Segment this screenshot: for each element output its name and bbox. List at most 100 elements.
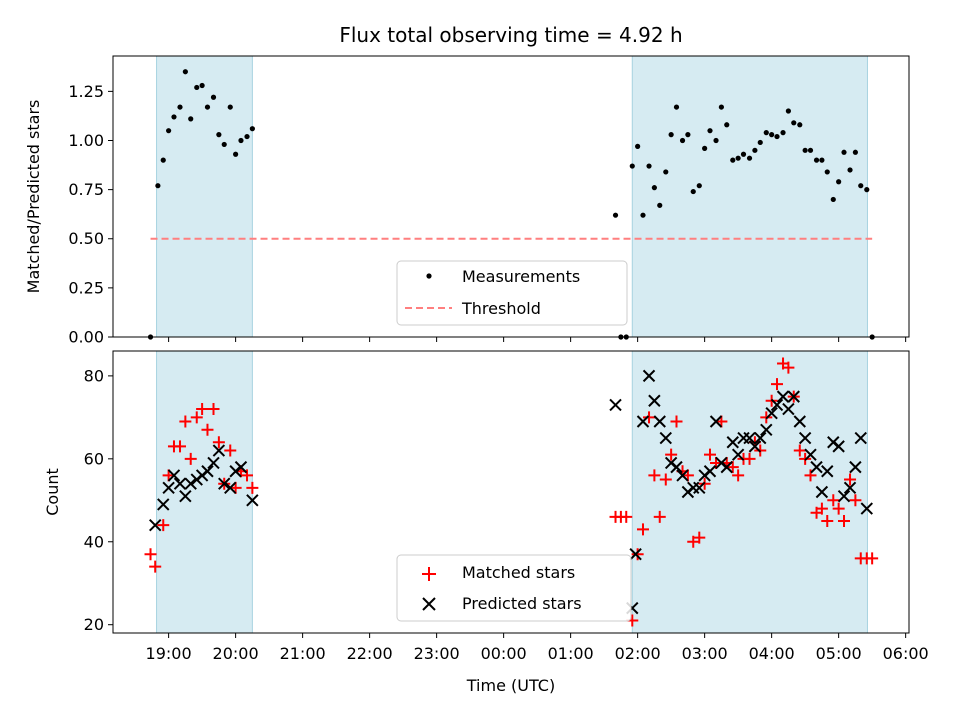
top-ytick-label: 1.00 <box>68 131 104 150</box>
measurement-point <box>724 122 730 128</box>
predicted-star-point <box>653 415 666 428</box>
matched-star-point <box>782 361 795 374</box>
predicted-star-point <box>184 477 197 490</box>
predicted-star-point <box>798 431 812 445</box>
measurement-point <box>244 133 250 140</box>
predicted-star-point <box>207 456 220 470</box>
measurement-point <box>830 196 836 203</box>
top-ytick-label: 0.75 <box>68 180 104 199</box>
predicted-star-point <box>787 390 800 403</box>
matched-star-point <box>620 510 633 523</box>
matched-star-point <box>726 461 739 474</box>
predicted-star-point <box>843 481 857 495</box>
matched-star-point <box>144 548 157 561</box>
bottom-legend: Matched stars Predicted stars <box>396 554 632 622</box>
legend-measurements-marker <box>426 273 432 279</box>
measurement-point <box>640 212 646 218</box>
measurement-point <box>735 155 741 161</box>
measurement-point <box>707 128 713 134</box>
bottom-axes-frame <box>112 350 910 634</box>
bottom-ytick-label: 40 <box>84 532 104 551</box>
measurement-point <box>249 126 255 132</box>
bottom-ytick-label: 60 <box>84 449 104 468</box>
measurement-point <box>797 122 803 128</box>
measurement-point <box>791 120 797 126</box>
legend-measurements-label: Measurements <box>462 267 580 286</box>
matched-star-point <box>224 444 237 457</box>
bottom-xtick-label: 00:00 <box>481 644 527 663</box>
legend-threshold-label: Threshold <box>461 299 541 318</box>
bottom-x-ticks: 19:00 20:00 21:00 22:00 23:00 00:00 01:00 02:00… <box>146 633 929 663</box>
bottom-xtick-label: 23:00 <box>414 644 460 663</box>
measurement-point <box>702 145 708 151</box>
predicted-star-point <box>234 460 248 474</box>
bottom-ytick-label: 20 <box>84 615 104 634</box>
predicted-star-point <box>676 469 689 482</box>
top-shaded-regions <box>156 55 868 338</box>
bottom-xtick-label: 06:00 <box>883 644 929 663</box>
measurement-point <box>780 130 786 136</box>
top-y-axis-label: Matched/Predicted stars <box>24 100 43 294</box>
measurement-point <box>199 82 205 89</box>
predicted-star-point <box>162 481 175 495</box>
bottom-xtick-label: 03:00 <box>682 644 728 663</box>
bottom-panel: 20 40 60 80 19:00 20:00 21:00 22:00 23:00 00:00 0… <box>43 350 929 695</box>
top-legend-box <box>396 260 628 326</box>
legend-predicted-label: Predicted stars <box>462 594 582 613</box>
measurement-point <box>847 167 853 173</box>
measurement-point <box>216 132 222 138</box>
measurement-point <box>769 132 775 138</box>
matched-star-point <box>832 502 845 515</box>
predicted-star-point <box>804 448 817 461</box>
measurement-point <box>718 104 724 110</box>
measurement-point <box>802 147 808 153</box>
measurement-point <box>194 84 200 91</box>
bottom-shade-0 <box>156 350 253 634</box>
matched-star-point <box>815 502 828 515</box>
matched-star-point <box>212 436 225 449</box>
measurement-point <box>204 104 211 110</box>
predicted-star-point <box>731 448 745 461</box>
matched-star-point <box>821 515 834 528</box>
matched-star-point <box>844 473 857 486</box>
matched-star-point <box>174 440 187 453</box>
predicted-star-point <box>224 481 237 495</box>
measurement-point <box>182 69 188 75</box>
top-shade-0 <box>156 55 253 338</box>
predicted-star-point <box>720 460 733 474</box>
predicted-star-point <box>659 431 672 445</box>
top-y-ticks: 0.00 0.25 0.50 0.75 1.00 1.25 <box>68 82 113 347</box>
bottom-xtick-label: 01:00 <box>548 644 594 663</box>
bottom-xtick-label: 19:00 <box>146 644 192 663</box>
measurement-point <box>696 183 702 189</box>
matched-star-point <box>838 515 851 528</box>
measurement-point <box>171 114 177 120</box>
measurement-point <box>160 157 166 163</box>
top-ytick-label: 0.00 <box>68 328 104 347</box>
predicted-star-point <box>776 390 790 403</box>
measurement-point <box>785 108 791 114</box>
bottom-xtick-label: 20:00 <box>213 644 259 663</box>
measurement-point <box>221 141 227 148</box>
predicted-star-point <box>793 415 806 428</box>
matched-star-point <box>704 448 716 461</box>
matched-star-point <box>149 560 162 573</box>
predicted-star-point <box>815 485 829 499</box>
measurement-point <box>864 187 870 193</box>
matched-star-point <box>246 481 259 494</box>
measurement-point <box>668 132 674 138</box>
predicted-star-point <box>743 431 756 445</box>
predicted-star-point <box>693 481 706 495</box>
matched-star-point <box>157 519 170 532</box>
predicted-star-point <box>837 489 851 503</box>
matched-star-point <box>793 444 806 457</box>
measurement-point <box>713 137 719 144</box>
measurement-point <box>685 132 691 138</box>
measurement-point <box>166 128 172 134</box>
predicted-star-point <box>849 460 862 474</box>
matched-star-point <box>179 415 192 428</box>
predicted-star-point <box>860 502 873 515</box>
matched-star-point <box>241 469 254 482</box>
predicted-star-point <box>760 423 773 437</box>
measurement-point <box>690 188 696 195</box>
